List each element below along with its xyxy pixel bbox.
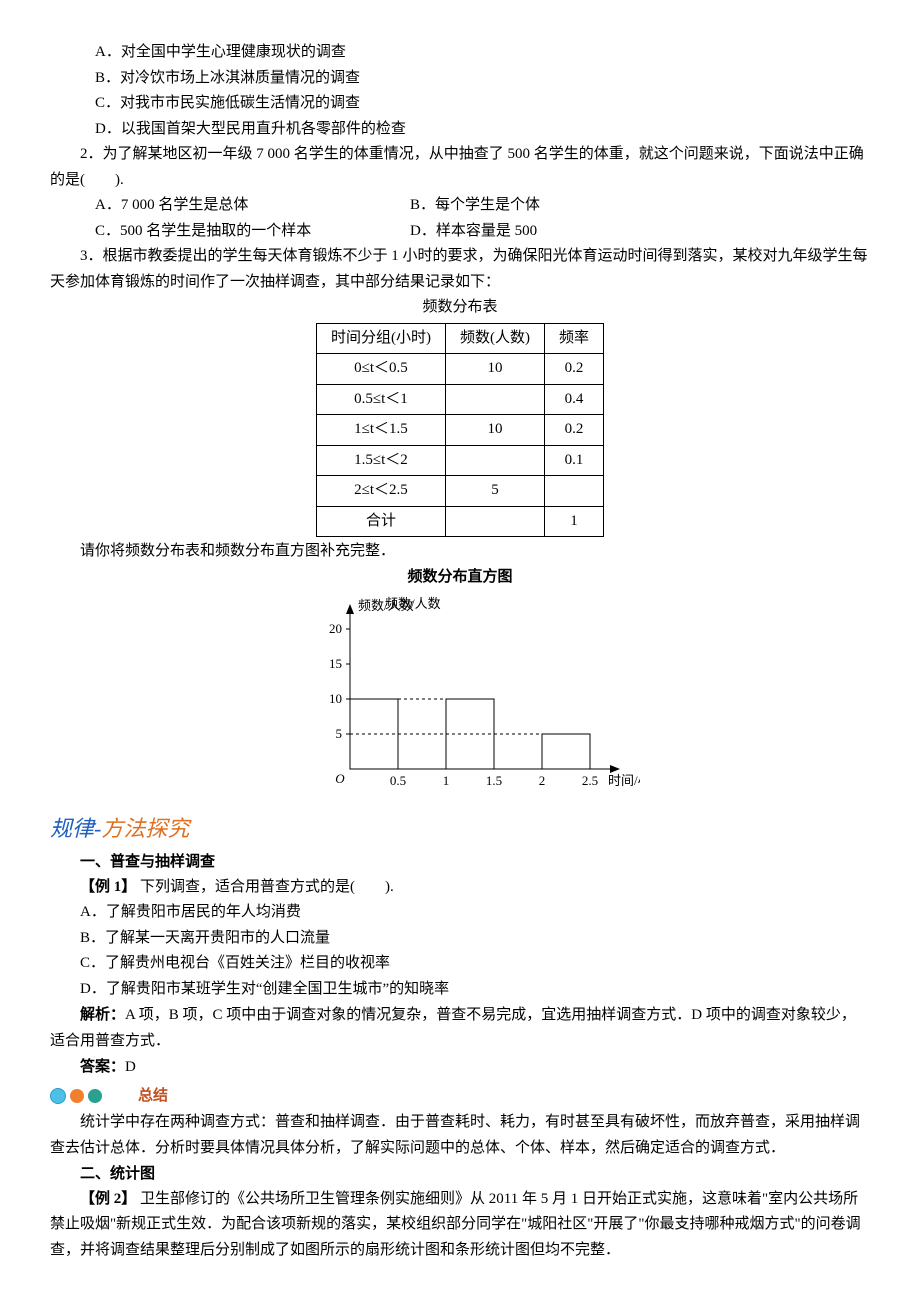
sec1-h: 一、普查与抽样调查 [50,849,870,875]
th-0: 时间分组(小时) [316,323,445,354]
jiexi-label: 解析： [80,1006,125,1023]
svg-text:2: 2 [539,773,546,788]
table-cell [445,384,544,415]
table-cell: 0.2 [544,354,603,385]
badge-text: 总结 [108,1083,168,1109]
svg-text:10: 10 [329,691,342,706]
table-cell: 0.4 [544,384,603,415]
svg-text:20: 20 [329,621,342,636]
freq-table: 时间分组(小时) 频数(人数) 频率 0≤t＜0.5100.2 0.5≤t＜1 0.… [316,323,604,538]
svg-text:O: O [335,771,345,786]
table-cell: 1 [544,506,603,537]
ans-label: 答案： [80,1058,125,1075]
ex1-stem: 下列调查，适合用普查方式的是( ). [136,879,394,895]
table-cell: 0.1 [544,445,603,476]
ex2-label: 【例 2】 [80,1191,136,1207]
svg-text:5: 5 [336,726,343,741]
ex1-a: A．了解贵阳市居民的年人均消费 [50,900,870,926]
ex1-b: B．了解某一天离开贵阳市的人口流量 [50,926,870,952]
svg-text:1.5: 1.5 [486,773,502,788]
q2-opt-c: C．500 名学生是抽取的一个样本 [50,219,410,245]
q2-opt-d: D．样本容量是 500 [410,219,537,245]
ex2: 【例 2】 卫生部修订的《公共场所卫生管理条例实施细则》从 2011 年 5 月… [50,1187,870,1264]
hist-title: 频数分布直方图 [50,565,870,591]
dot-icon [50,1088,66,1104]
table-cell: 1≤t＜1.5 [316,415,445,446]
table-cell: 5 [445,476,544,507]
table-cell [445,445,544,476]
svg-text:2.5: 2.5 [582,773,598,788]
q3-after: 请你将频数分布表和频数分布直方图补充完整． [50,539,870,565]
q1-opt-a: A．对全国中学生心理健康现状的调查 [50,40,870,66]
table-cell: 0≤t＜0.5 [316,354,445,385]
svg-text:时间/小时: 时间/小时 [608,773,640,788]
summary-badge: 总结 [50,1083,870,1109]
ex1-ans: 答案：D [50,1054,870,1081]
svg-text:1: 1 [443,773,450,788]
q1-opt-c: C．对我市市民实施低碳生活情况的调查 [50,91,870,117]
ex1-label: 【例 1】 [80,879,136,895]
ex2-stem: 卫生部修订的《公共场所卫生管理条例实施细则》从 2011 年 5 月 1 日开始… [50,1191,861,1258]
summary-text: 统计学中存在两种调查方式：普查和抽样调查．由于普查耗时、耗力，有时甚至具有破坏性… [50,1110,870,1161]
table-cell: 1.5≤t＜2 [316,445,445,476]
histogram: 51015200.511.522.5O频数/人数频数/人数时间/小时 [280,594,640,804]
q2-opt-b: B．每个学生是个体 [410,193,540,219]
dot-icon [70,1089,84,1103]
svg-text:15: 15 [329,656,342,671]
table-cell [445,506,544,537]
q1-opt-d: D．以我国首架大型民用直升机各零部件的检查 [50,117,870,143]
q2-stem: 2．为了解某地区初一年级 7 000 名学生的体重情况，从中抽查了 500 名学… [50,142,870,193]
freq-table-title: 频数分布表 [50,295,870,321]
th-1: 频数(人数) [445,323,544,354]
q1-opt-b: B．对冷饮市场上冰淇淋质量情况的调查 [50,66,870,92]
q3-stem: 3．根据市教委提出的学生每天体育锻炼不少于 1 小时的要求，为确保阳光体育运动时… [50,244,870,295]
ex1: 【例 1】 下列调查，适合用普查方式的是( ). [50,875,870,901]
table-cell [544,476,603,507]
jiexi-text: A 项，B 项，C 项中由于调查对象的情况复杂，普查不易完成，宜选用抽样调查方式… [50,1007,856,1049]
table-cell: 0.2 [544,415,603,446]
table-cell: 2≤t＜2.5 [316,476,445,507]
svg-text:0.5: 0.5 [390,773,406,788]
section-title: 规律-方法探究 [50,810,870,847]
st-a: 规律 [50,816,94,841]
q2-opt-a: A．7 000 名学生是总体 [50,193,410,219]
table-cell: 10 [445,354,544,385]
ex1-jiexi: 解析：A 项，B 项，C 项中由于调查对象的情况复杂，普查不易完成，宜选用抽样调… [50,1002,870,1054]
ex1-d: D．了解贵阳市某班学生对“创建全国卫生城市”的知晓率 [50,977,870,1003]
svg-text:频数/人数: 频数/人数 [358,598,414,613]
table-cell: 0.5≤t＜1 [316,384,445,415]
th-2: 频率 [544,323,603,354]
ans-text: D [125,1059,136,1075]
dot-icon [88,1089,102,1103]
table-cell: 10 [445,415,544,446]
sec2-h: 二、统计图 [50,1161,870,1187]
st-b: 方法探究 [101,816,189,841]
table-cell: 合计 [316,506,445,537]
ex1-c: C．了解贵州电视台《百姓关注》栏目的收视率 [50,951,870,977]
